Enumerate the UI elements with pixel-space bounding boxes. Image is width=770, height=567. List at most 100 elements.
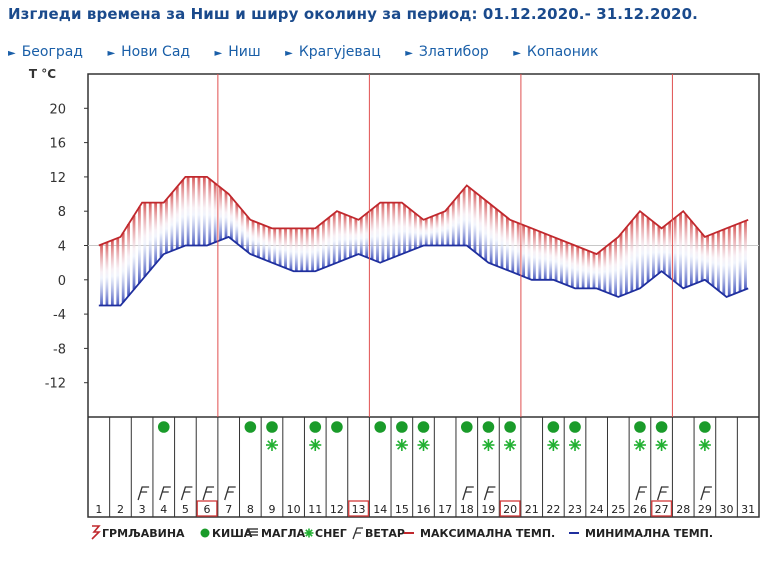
snowflake-stroke [656, 440, 667, 450]
max-temp-line [98, 176, 749, 256]
temp-band-bar [127, 224, 130, 296]
day-label: 8 [247, 503, 254, 516]
wind-icon [352, 527, 363, 540]
temp-band-bar [630, 220, 634, 292]
day-label: 27 [655, 503, 669, 516]
temp-band-bar [614, 239, 618, 296]
day-label: 13 [352, 503, 366, 516]
temp-band-bar [213, 183, 217, 243]
temp-band-bar [500, 213, 504, 269]
day-label: 17 [438, 503, 452, 516]
y-tick-label: 4 [58, 240, 66, 255]
snowflake-stroke [267, 440, 277, 450]
temp-band-bar [235, 203, 239, 244]
temp-band-bar [100, 244, 103, 306]
temp-band-bar [181, 180, 185, 247]
wind-icon [462, 486, 474, 501]
temp-band-bar [597, 251, 601, 290]
page-title: Изгледи времена за Ниш и ширу околину за… [8, 5, 698, 23]
temp-band-bar [495, 209, 498, 266]
rain-icon [699, 421, 711, 433]
temp-band-bar [565, 242, 569, 286]
day-label: 7 [225, 503, 232, 516]
y-tick-label: 0 [58, 274, 66, 289]
temp-band-bar [284, 228, 287, 269]
rain-icon [374, 421, 387, 433]
temp-band-bar [419, 217, 423, 247]
temp-band-bar [311, 228, 314, 272]
min-temp-line [98, 235, 749, 307]
nav-link-zlatibor[interactable]: ► Златибор [405, 44, 489, 60]
temp-band-bar [441, 212, 444, 246]
temp-band-bar [165, 199, 168, 254]
day-label: 14 [373, 503, 387, 516]
rain-icon [396, 421, 408, 433]
legend-rain: КИША [200, 527, 253, 540]
temp-band-bar [625, 227, 628, 294]
wind-icon [159, 486, 171, 501]
temp-band-bar [278, 228, 282, 266]
day-label: 31 [741, 503, 755, 516]
temp-band-bar [246, 216, 250, 252]
temp-band-bar [197, 176, 201, 246]
day-label: 21 [525, 503, 539, 516]
temp-band-bar [300, 228, 304, 272]
arrow-right-icon: ► [513, 48, 521, 59]
temp-band-bar [570, 244, 574, 288]
nav-link-beograd[interactable]: ► Београд [8, 44, 83, 60]
rain-icon [460, 421, 473, 433]
temp-band-bar [224, 191, 228, 238]
temp-band-bar [159, 202, 163, 258]
day-label: 16 [417, 503, 431, 516]
day-label: 11 [308, 503, 322, 516]
snow-icon [482, 439, 495, 451]
y-tick-label: 16 [49, 137, 66, 152]
highlighted-day-box [196, 500, 218, 517]
snow-icon [633, 439, 646, 451]
temp-band-bar [446, 207, 450, 246]
temp-band-bar [462, 188, 466, 246]
nav-link-kragujevac[interactable]: ► Крагујевац [285, 44, 381, 60]
temp-band-bar [662, 226, 666, 274]
temp-band-bar [143, 202, 147, 277]
temp-band-bar [273, 228, 277, 264]
snowflake-stroke [305, 529, 313, 537]
temp-band-bar [175, 186, 179, 249]
temp-band-bar [170, 192, 174, 251]
temp-band-bar [392, 202, 396, 258]
temp-band-bar [424, 218, 428, 246]
rain-icon [655, 421, 668, 433]
arrow-right-icon: ► [8, 48, 16, 59]
temp-band-bar [257, 222, 260, 258]
temp-band-bar [673, 217, 677, 282]
temp-band-bar [679, 213, 682, 287]
city-nav: ► Београд ► Нови Сад ► Ниш ► Крагујевац ► Зла… [8, 44, 618, 60]
highlighted-day-box [348, 500, 370, 517]
legend-snow: СНЕГ [315, 527, 347, 540]
legend-label: МАКСИМАЛНА ТЕМП. [420, 527, 555, 540]
nav-link-novi-sad[interactable]: ► Нови Сад [107, 44, 191, 60]
temp-band-bar [338, 212, 342, 262]
snowflake-stroke [548, 440, 559, 450]
nav-link-nis[interactable]: ► Ниш [214, 44, 261, 60]
snowflake-stroke [483, 440, 494, 450]
temp-band-bar [219, 187, 222, 241]
day-label: 1 [95, 503, 102, 516]
y-tick-label: -12 [45, 377, 66, 392]
day-label: 29 [698, 503, 712, 516]
nav-link-kopaonik[interactable]: ► Копаоник [513, 44, 599, 60]
temp-band-bar [138, 206, 141, 284]
snowflake-stroke [418, 440, 429, 450]
temp-band-bar [733, 225, 737, 294]
temp-band-bar [538, 231, 542, 280]
snow-icon [309, 439, 322, 451]
temp-band-bar [689, 220, 693, 286]
temp-band-bar [533, 229, 536, 280]
wind-icon [483, 486, 496, 501]
rain-icon [157, 421, 170, 433]
temp-band-bar [354, 218, 358, 256]
thunder-icon [91, 525, 101, 540]
snow-icon [395, 439, 408, 451]
day-label: 19 [481, 503, 495, 516]
temp-band-bar [554, 237, 558, 281]
